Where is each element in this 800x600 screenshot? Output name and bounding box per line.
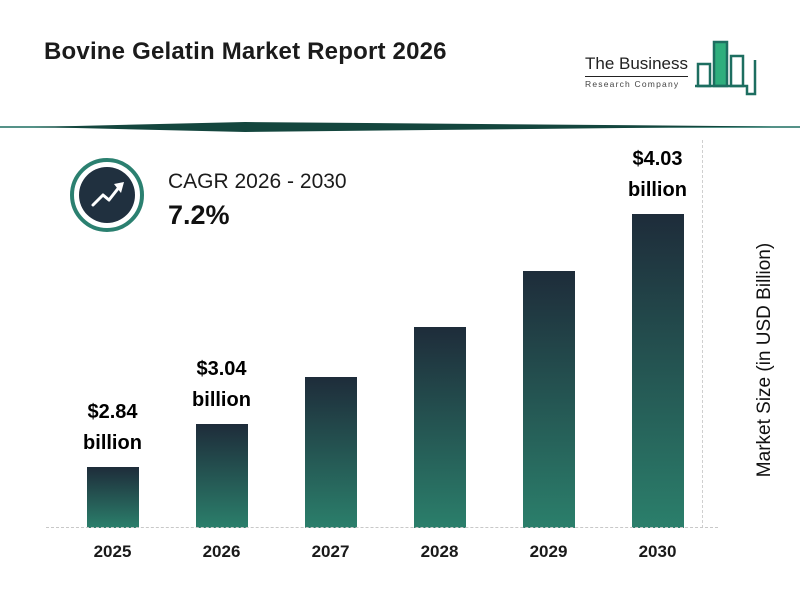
x-axis-label: 2029 (529, 542, 568, 561)
y-axis-title: Market Size (in USD Billion) (754, 242, 775, 478)
logo-subtitle: Research Company (585, 79, 680, 89)
bar (86, 467, 139, 528)
bar-chart: $2.84 billion 2025 $3.04 billion 2026 2027 2028… (46, 94, 718, 564)
bar-column: $4.03 billion 2030 (603, 144, 712, 564)
bar-column: $2.84 billion 2025 (58, 397, 167, 564)
x-axis-label: 2026 (202, 542, 241, 561)
page-title: Bovine Gelatin Market Report 2026 (44, 38, 447, 65)
bar-column: 2029 (494, 271, 603, 564)
logo-name: The Business (585, 54, 688, 77)
bar-value-label: $3.04 billion (192, 358, 251, 411)
divider-line (0, 118, 800, 136)
logo-text: The Business Research Company (585, 54, 688, 103)
company-logo: The Business Research Company (585, 34, 760, 103)
bar (195, 424, 248, 528)
bar-column: 2027 (276, 377, 385, 564)
bar-column: 2028 (385, 327, 494, 564)
cagr-label: CAGR 2026 - 2030 (168, 170, 347, 193)
bar (631, 214, 684, 528)
cagr-badge: CAGR 2026 - 2030 7.2% (68, 156, 347, 239)
cagr-value: 7.2% (168, 200, 230, 230)
axis-baseline (46, 527, 718, 528)
bar (413, 327, 466, 528)
bars: $2.84 billion 2025 $3.04 billion 2026 2027 2028… (58, 94, 712, 564)
bar-column: $3.04 billion 2026 (167, 354, 276, 564)
x-axis-label: 2030 (638, 542, 677, 561)
growth-arrow-icon (68, 156, 146, 239)
cagr-text: CAGR 2026 - 2030 7.2% (168, 156, 347, 231)
bar-value-label: $4.03 billion (628, 148, 687, 201)
bar-value-label: $2.84 billion (83, 401, 142, 454)
x-axis-label: 2027 (311, 542, 350, 561)
bar (304, 377, 357, 528)
x-axis-label: 2025 (93, 542, 132, 561)
bar-chart-logo-icon (694, 34, 760, 103)
bar (522, 271, 575, 528)
x-axis-label: 2028 (420, 542, 459, 561)
right-dashed-gridline (702, 140, 703, 528)
